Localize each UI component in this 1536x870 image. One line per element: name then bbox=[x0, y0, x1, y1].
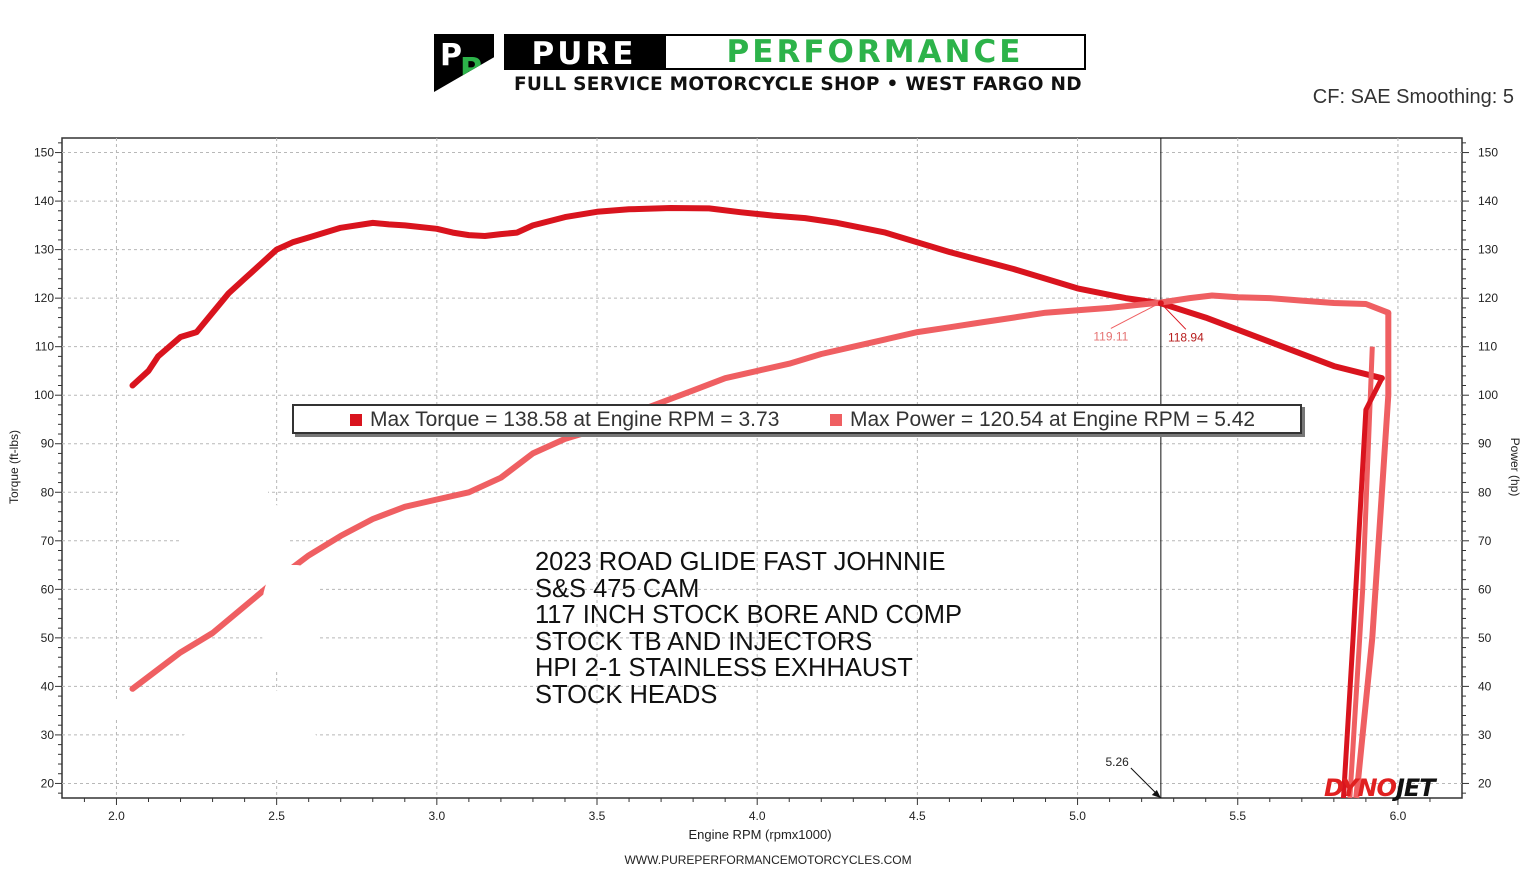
footer-url: WWW.PUREPERFORMANCEMOTORCYCLES.COM bbox=[624, 853, 912, 867]
torque-value-marker bbox=[1157, 300, 1164, 307]
x-tick-label: 3.5 bbox=[589, 809, 606, 823]
y-left-tick-label: 150 bbox=[34, 146, 54, 160]
axis-ticks bbox=[55, 142, 1469, 805]
x-tick-label: 4.5 bbox=[909, 809, 926, 823]
note-line: 2023 ROAD GLIDE FAST JOHNNIE bbox=[535, 548, 946, 576]
y-left-tick-label: 60 bbox=[41, 582, 55, 596]
chart-legend: Max Torque = 138.58 at Engine RPM = 3.73… bbox=[292, 404, 1302, 434]
y-left-tick-label: 110 bbox=[35, 340, 54, 354]
y-right-tick-label: 110 bbox=[1478, 340, 1497, 354]
dynojet-watermark-logo: DYNOJET bbox=[1324, 774, 1436, 802]
y-right-tick-label: 130 bbox=[1478, 243, 1498, 257]
torque-rundown-line bbox=[1340, 377, 1385, 799]
power-value-label: 119.11 bbox=[1093, 329, 1128, 343]
y-right-tick-label: 150 bbox=[1478, 146, 1498, 160]
note-line: S&S 475 CAM bbox=[535, 574, 700, 603]
torque-line bbox=[129, 205, 1385, 389]
legend-text-torque: Max Torque = 138.58 at Engine RPM = 3.73 bbox=[370, 408, 780, 431]
y-axis-right-title: Power (hp) bbox=[1508, 438, 1522, 497]
erased-region bbox=[180, 495, 290, 585]
x-tick-label: 2.0 bbox=[108, 809, 125, 823]
x-tick-label: 5.0 bbox=[1069, 809, 1086, 823]
y-right-tick-label: 100 bbox=[1478, 388, 1498, 402]
note-line: STOCK HEADS bbox=[535, 680, 718, 709]
erased-region bbox=[180, 720, 320, 780]
cursor-arrowhead bbox=[1151, 790, 1161, 798]
series-lines bbox=[129, 205, 1392, 799]
correction-factor-text: CF: SAE Smoothing: 5 bbox=[1312, 86, 1514, 108]
note-line: 117 INCH STOCK BORE AND COMP bbox=[535, 601, 962, 630]
grid-lines bbox=[62, 138, 1462, 798]
power-value-pointer bbox=[1110, 302, 1162, 329]
x-tick-label: 5.5 bbox=[1229, 809, 1246, 823]
y-right-tick-label: 30 bbox=[1478, 728, 1492, 742]
legend-swatch-power bbox=[830, 414, 842, 427]
y-left-tick-label: 120 bbox=[34, 291, 54, 305]
cursor-pointer-arrow bbox=[1130, 767, 1158, 795]
y-left-tick-label: 140 bbox=[34, 194, 54, 208]
annotations: 5.26 119.11 118.94 bbox=[1093, 138, 1204, 798]
legend-item-torque: Max Torque = 138.58 at Engine RPM = 3.73 bbox=[350, 407, 779, 433]
torque-value-pointer bbox=[1160, 302, 1187, 330]
y-right-tick-label: 20 bbox=[1478, 776, 1492, 790]
erased-region bbox=[262, 565, 320, 675]
dynojet-text-a: DYNO bbox=[1324, 774, 1397, 802]
power-line bbox=[129, 292, 1392, 692]
logo-mark-letter: P bbox=[440, 38, 462, 73]
y-left-tick-label: 50 bbox=[41, 631, 55, 645]
pure-performance-logo: P P PURE PERFORMANCE FULL SERVICE MOTORC… bbox=[434, 34, 1086, 96]
legend-swatch-torque bbox=[350, 414, 362, 427]
note-line: STOCK TB AND INJECTORS bbox=[535, 627, 873, 656]
x-axis-title: Engine RPM (rpmx1000) bbox=[688, 827, 831, 842]
y-left-tick-label: 90 bbox=[41, 437, 55, 451]
cursor-rpm-label: 5.26 bbox=[1105, 755, 1129, 769]
dynojet-text-b: JET bbox=[1395, 774, 1436, 802]
x-tick-label: 6.0 bbox=[1390, 809, 1407, 823]
y-right-tick-label: 120 bbox=[1478, 291, 1498, 305]
y-right-tick-label: 90 bbox=[1478, 437, 1492, 451]
y-left-tick-label: 40 bbox=[41, 679, 55, 693]
power-rundown-line bbox=[1353, 312, 1392, 799]
y-right-tick-label: 70 bbox=[1478, 534, 1492, 548]
legend-text-power: Max Power = 120.54 at Engine RPM = 5.42 bbox=[850, 408, 1256, 431]
y-right-tick-label: 140 bbox=[1478, 194, 1498, 208]
y-left-tick-label: 70 bbox=[41, 534, 55, 548]
y-left-tick-label: 100 bbox=[34, 388, 54, 402]
y-left-tick-label: 20 bbox=[41, 776, 55, 790]
build-notes: 2023 ROAD GLIDE FAST JOHNNIE S&S 475 CAM… bbox=[535, 549, 962, 709]
x-tick-label: 3.0 bbox=[428, 809, 445, 823]
legend-item-power: Max Power = 120.54 at Engine RPM = 5.42 bbox=[830, 407, 1255, 433]
y-right-tick-label: 40 bbox=[1478, 679, 1492, 693]
y-right-tick-label: 60 bbox=[1478, 582, 1492, 596]
logo-word-pure: PURE bbox=[504, 34, 664, 72]
torque-value-label: 118.94 bbox=[1168, 330, 1204, 344]
note-line: HPI 2-1 STAINLESS EXHHAUST bbox=[535, 654, 913, 683]
logo-tagline: FULL SERVICE MOTORCYCLE SHOP • WEST FARG… bbox=[514, 74, 1082, 95]
axis-tick-labels: 2.0 2.5 3.0 3.5 4.0 4.5 5.0 5.5 6.0 20 20 30 30 40 40 5… bbox=[34, 146, 1498, 823]
logo-word-performance: PERFORMANCE bbox=[664, 34, 1086, 70]
y-left-tick-label: 80 bbox=[41, 485, 55, 499]
y-left-tick-label: 130 bbox=[34, 243, 54, 257]
x-tick-label: 4.0 bbox=[749, 809, 766, 823]
power-rundown-line bbox=[1347, 346, 1375, 799]
y-right-tick-label: 50 bbox=[1478, 631, 1492, 645]
y-right-tick-label: 80 bbox=[1478, 485, 1492, 499]
y-left-tick-label: 30 bbox=[41, 728, 55, 742]
plot-area bbox=[61, 137, 1463, 799]
x-tick-label: 2.5 bbox=[268, 809, 285, 823]
y-axis-left-title: Torque (ft-lbs) bbox=[7, 430, 21, 504]
